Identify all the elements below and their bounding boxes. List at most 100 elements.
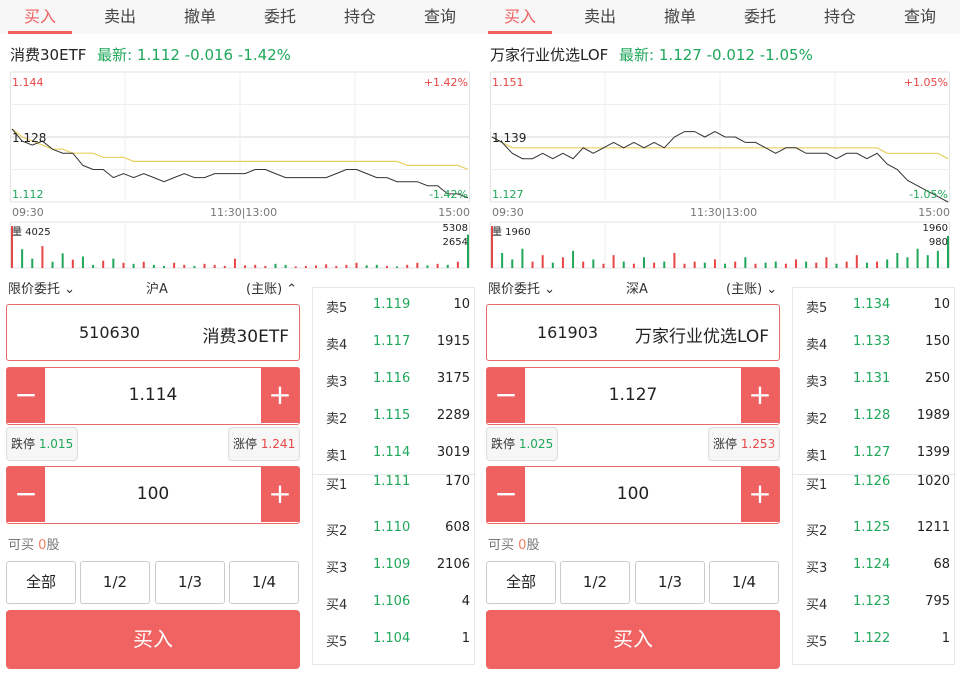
ratio-half-button[interactable]: 1/2 bbox=[80, 561, 150, 604]
level-price: 1.115 bbox=[373, 408, 411, 423]
ratio-half-button[interactable]: 1/2 bbox=[560, 561, 630, 604]
price-minus-button[interactable]: − bbox=[487, 368, 525, 423]
avail-unit: 股 bbox=[526, 538, 540, 553]
order-book-bid-row[interactable]: 买1 1.111 170 bbox=[313, 474, 476, 494]
qty-plus-button[interactable]: + bbox=[741, 467, 779, 522]
order-book: 卖5 1.119 10 卖4 1.117 1915 卖3 1.116 3175 卖2 1.115 22… bbox=[312, 287, 476, 665]
order-book-bid-row[interactable]: 买2 1.110 608 bbox=[313, 520, 476, 540]
volume-label: 量 1960 bbox=[492, 227, 531, 238]
volume-bar bbox=[436, 263, 439, 268]
ratio-quarter-button[interactable]: 1/4 bbox=[709, 561, 779, 604]
quantity-input[interactable]: 100 bbox=[136, 484, 170, 504]
order-book-ask-row[interactable]: 卖1 1.127 1399 bbox=[793, 445, 956, 465]
level-label: 买3 bbox=[806, 561, 828, 576]
chart-down-pct: -1.42% bbox=[429, 188, 468, 201]
ratio-quarter-button[interactable]: 1/4 bbox=[229, 561, 299, 604]
intraday-chart[interactable]: 1.151 1.139 1.127 +1.05% -1.05% 09:30 11… bbox=[490, 70, 950, 270]
ratio-third-button[interactable]: 1/3 bbox=[155, 561, 225, 604]
stock-code: 510630 bbox=[79, 323, 141, 342]
price-plus-button[interactable]: + bbox=[261, 368, 299, 423]
chart-time-mid: 11:30|13:00 bbox=[210, 206, 278, 219]
order-book-bid-row[interactable]: 买5 1.122 1 bbox=[793, 631, 956, 651]
chart-low-label: 1.112 bbox=[12, 188, 44, 201]
order-book-bid-row[interactable]: 买3 1.124 68 bbox=[793, 557, 956, 577]
order-book-bid-row[interactable]: 买1 1.126 1020 bbox=[793, 474, 956, 494]
account-select[interactable]: (主账) ⌄ bbox=[726, 278, 777, 297]
volume-bar bbox=[446, 264, 449, 268]
limit-up-button[interactable]: 涨停 1.241 bbox=[228, 427, 301, 461]
buy-submit-button[interactable]: 买入 bbox=[6, 610, 300, 669]
price-input[interactable]: 1.127 bbox=[608, 385, 658, 405]
ratio-all-button[interactable]: 全部 bbox=[486, 561, 556, 604]
price-change: -0.016 bbox=[184, 46, 234, 64]
qty-minus-button[interactable]: − bbox=[487, 467, 525, 522]
tab-positions[interactable]: 持仓 bbox=[343, 7, 376, 26]
qty-minus-button[interactable]: − bbox=[7, 467, 45, 522]
buy-submit-button[interactable]: 买入 bbox=[486, 610, 780, 669]
intraday-chart[interactable]: 1.144 1.128 1.112 +1.42% -1.42% 09:30 11… bbox=[10, 70, 470, 270]
tab-buy[interactable]: 买入 bbox=[480, 0, 560, 34]
stock-code-input[interactable]: 161903 万家行业优选LOF bbox=[486, 304, 780, 361]
level-price: 1.111 bbox=[373, 474, 411, 489]
ratio-third-button[interactable]: 1/3 bbox=[635, 561, 705, 604]
stock-code-input[interactable]: 510630 消费30ETF bbox=[6, 304, 300, 361]
volume-bar bbox=[467, 234, 469, 268]
tab-cancel[interactable]: 撤单 bbox=[663, 7, 696, 26]
volume-bar bbox=[122, 262, 125, 268]
volume-bar bbox=[102, 260, 105, 268]
last-label: 最新: bbox=[97, 46, 133, 64]
order-book-bid-row[interactable]: 买4 1.106 4 bbox=[313, 594, 476, 614]
price-plus-button[interactable]: + bbox=[741, 368, 779, 423]
last-price: 1.112 bbox=[136, 46, 180, 64]
volume-bar bbox=[632, 263, 635, 268]
order-book-bid-row[interactable]: 买3 1.109 2106 bbox=[313, 557, 476, 577]
volume-bar bbox=[365, 265, 368, 268]
level-volume: 1989 bbox=[916, 408, 950, 423]
limit-up-button[interactable]: 涨停 1.253 bbox=[708, 427, 781, 461]
ratio-all-button[interactable]: 全部 bbox=[6, 561, 76, 604]
level-price: 1.109 bbox=[373, 557, 411, 572]
tab-buy[interactable]: 买入 bbox=[0, 0, 80, 34]
last-quote: 最新: 1.127 -0.012 -1.05% bbox=[619, 46, 813, 64]
volume-bar bbox=[805, 261, 808, 268]
order-type-select[interactable]: 限价委托 ⌄ bbox=[8, 278, 75, 297]
order-book-ask-row[interactable]: 卖3 1.131 250 bbox=[793, 371, 956, 391]
tab-query[interactable]: 查询 bbox=[423, 7, 456, 26]
tab-orders[interactable]: 委托 bbox=[743, 7, 776, 26]
order-book-bid-row[interactable]: 买5 1.104 1 bbox=[313, 631, 476, 651]
order-book-bid-row[interactable]: 买2 1.125 1211 bbox=[793, 520, 956, 540]
tab-cancel[interactable]: 撤单 bbox=[183, 7, 216, 26]
price-input[interactable]: 1.114 bbox=[128, 385, 178, 405]
order-book-ask-row[interactable]: 卖4 1.117 1915 bbox=[313, 334, 476, 354]
last-price: 1.127 bbox=[658, 46, 702, 64]
volume-max: 5308 bbox=[442, 223, 468, 234]
order-book-ask-row[interactable]: 卖3 1.116 3175 bbox=[313, 371, 476, 391]
order-book-ask-row[interactable]: 卖5 1.134 10 bbox=[793, 297, 956, 317]
volume-bar bbox=[21, 249, 24, 268]
volume-bar bbox=[936, 250, 939, 268]
order-book-ask-row[interactable]: 卖5 1.119 10 bbox=[313, 297, 476, 317]
order-book-ask-row[interactable]: 卖2 1.128 1989 bbox=[793, 408, 956, 428]
price-minus-button[interactable]: − bbox=[7, 368, 45, 423]
tab-orders[interactable]: 委托 bbox=[263, 7, 296, 26]
volume-bar bbox=[112, 258, 115, 268]
qty-plus-button[interactable]: + bbox=[261, 467, 299, 522]
tab-query[interactable]: 查询 bbox=[903, 7, 936, 26]
tab-sell[interactable]: 卖出 bbox=[103, 7, 136, 26]
limit-down-button[interactable]: 跌停 1.025 bbox=[486, 427, 559, 461]
level-volume: 1 bbox=[461, 631, 470, 646]
quantity-input[interactable]: 100 bbox=[616, 484, 650, 504]
tab-positions[interactable]: 持仓 bbox=[823, 7, 856, 26]
order-type-select[interactable]: 限价委托 ⌄ bbox=[488, 278, 555, 297]
order-book-ask-row[interactable]: 卖4 1.133 150 bbox=[793, 334, 956, 354]
order-book-ask-row[interactable]: 卖1 1.114 3019 bbox=[313, 445, 476, 465]
chevron-down-icon: ⌄ bbox=[544, 282, 556, 297]
level-price: 1.110 bbox=[373, 520, 411, 535]
account-select[interactable]: (主账) ⌃ bbox=[246, 278, 297, 297]
volume-bar bbox=[926, 255, 929, 268]
limit-down-button[interactable]: 跌停 1.015 bbox=[6, 427, 79, 461]
order-book-bid-row[interactable]: 买4 1.123 795 bbox=[793, 594, 956, 614]
tab-sell[interactable]: 卖出 bbox=[583, 7, 616, 26]
order-book-ask-row[interactable]: 卖2 1.115 2289 bbox=[313, 408, 476, 428]
avg-price-line bbox=[491, 136, 949, 160]
